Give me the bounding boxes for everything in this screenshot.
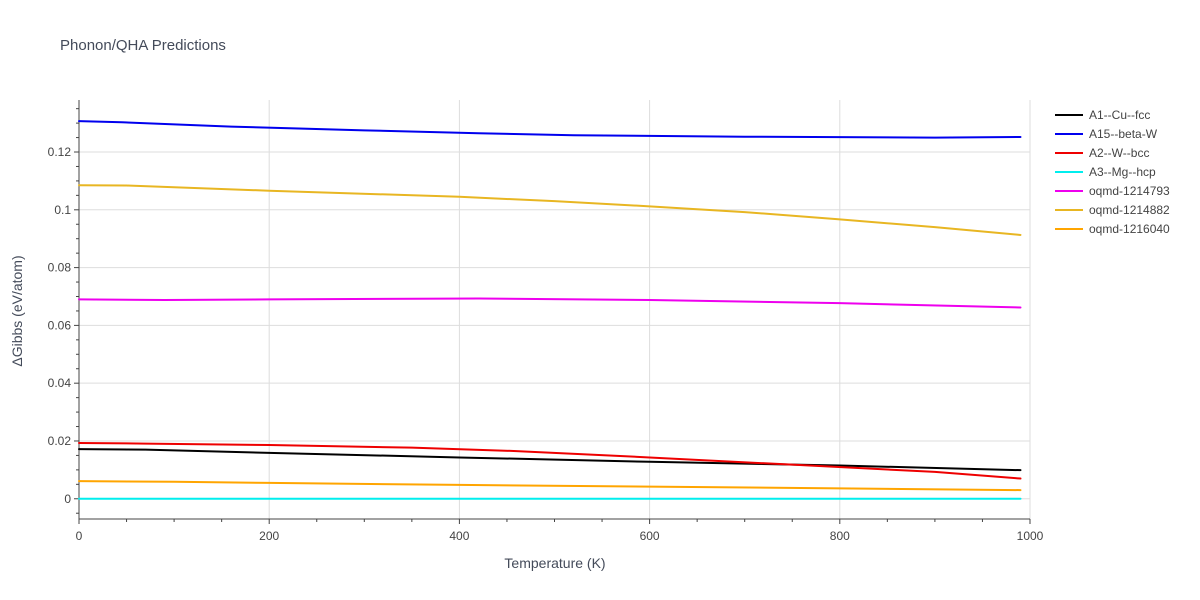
legend-label: oqmd-1214793 bbox=[1089, 184, 1170, 198]
chart-title: Phonon/QHA Predictions bbox=[60, 37, 226, 54]
legend-item[interactable]: oqmd-1214882 bbox=[1055, 203, 1170, 217]
y-tick-label: 0 bbox=[64, 492, 71, 506]
x-tick-label: 200 bbox=[259, 529, 279, 543]
series-line bbox=[78, 184, 1022, 236]
legend-item[interactable]: oqmd-1214793 bbox=[1055, 184, 1170, 198]
axes: 0 200 400 600 800 1000 0 0.02 0.04 0.06 0.08 0.1 0.1… bbox=[48, 100, 1044, 543]
x-tick-label: 1000 bbox=[1017, 529, 1044, 543]
x-tick-label: 400 bbox=[449, 529, 469, 543]
legend-label: A3--Mg--hcp bbox=[1089, 165, 1156, 179]
legend-item[interactable]: oqmd-1216040 bbox=[1055, 222, 1170, 236]
legend-item[interactable]: A15--beta-W bbox=[1055, 127, 1158, 141]
y-axis-label: ΔGibbs (eV/atom) bbox=[9, 255, 25, 366]
y-tick-label: 0.06 bbox=[48, 318, 72, 332]
x-tick-label: 800 bbox=[830, 529, 850, 543]
legend-label: A2--W--bcc bbox=[1089, 146, 1149, 160]
y-tick-label: 0.04 bbox=[48, 376, 72, 390]
x-axis-label: Temperature (K) bbox=[504, 555, 605, 571]
x-tick-label: 600 bbox=[640, 529, 660, 543]
series-lines bbox=[78, 120, 1022, 500]
y-tick-label: 0.12 bbox=[48, 145, 72, 159]
legend-label: A1--Cu--fcc bbox=[1089, 108, 1150, 122]
legend-item[interactable]: A3--Mg--hcp bbox=[1055, 165, 1156, 179]
y-tick-label: 0.08 bbox=[48, 261, 72, 275]
legend-label: A15--beta-W bbox=[1089, 127, 1158, 141]
series-line bbox=[78, 442, 1022, 480]
series-line bbox=[78, 448, 1022, 472]
series-line bbox=[78, 120, 1022, 139]
x-tick-label: 0 bbox=[76, 529, 83, 543]
y-tick-label: 0.1 bbox=[54, 203, 71, 217]
legend[interactable]: A1--Cu--fcc A15--beta-W A2--W--bcc A3--Mg--… bbox=[1055, 108, 1170, 236]
legend-label: oqmd-1214882 bbox=[1089, 203, 1170, 217]
grid-lines bbox=[79, 100, 1031, 519]
series-line bbox=[78, 480, 1022, 492]
y-tick-label: 0.02 bbox=[48, 434, 72, 448]
series-line bbox=[78, 297, 1022, 309]
legend-item[interactable]: A2--W--bcc bbox=[1055, 146, 1149, 160]
legend-item[interactable]: A1--Cu--fcc bbox=[1055, 108, 1150, 122]
legend-label: oqmd-1216040 bbox=[1089, 222, 1170, 236]
